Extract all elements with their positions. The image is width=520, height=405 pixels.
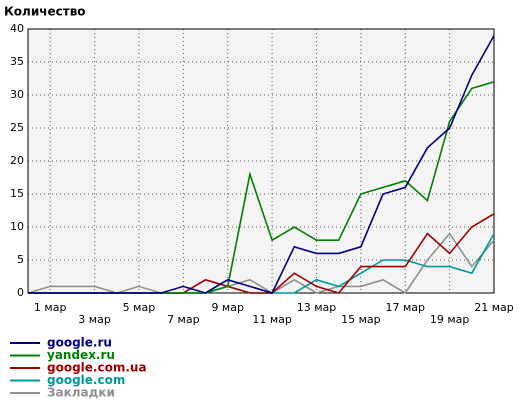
y-tick-label: 40 <box>10 22 24 35</box>
legend-label: yandex.ru <box>47 348 115 362</box>
legend-label: google.ru <box>47 336 112 350</box>
series-line <box>28 35 495 294</box>
x-tick-label: 11 мар <box>252 313 292 326</box>
legend-label: google.com.ua <box>47 361 147 375</box>
legend-label: Закладки <box>47 386 115 400</box>
x-tick-label: 1 мар <box>34 301 67 314</box>
x-tick-label: 15 мар <box>341 313 381 326</box>
x-tick-label: 3 мар <box>78 313 111 326</box>
y-tick-label: 10 <box>10 220 24 233</box>
x-tick-label: 13 мар <box>297 301 337 314</box>
legend-label: google.com <box>47 373 125 387</box>
x-tick-label: 19 мар <box>430 313 470 326</box>
x-tick-label: 17 мар <box>385 301 425 314</box>
y-tick-label: 35 <box>10 55 24 68</box>
series-line <box>27 232 495 295</box>
y-tick-label: 20 <box>10 154 24 167</box>
x-tick-label: 5 мар <box>123 301 156 314</box>
y-tick-label: 25 <box>10 121 24 134</box>
y-tick-label: 30 <box>10 88 24 101</box>
chart-title: Количество <box>4 5 86 19</box>
x-tick-label: 9 мар <box>211 301 244 314</box>
x-tick-label: 21 мар <box>474 301 514 314</box>
y-tick-label: 15 <box>10 187 24 200</box>
x-tick-label: 7 мар <box>167 313 200 326</box>
y-tick-label: 5 <box>17 253 24 266</box>
y-tick-label: 0 <box>17 286 24 299</box>
